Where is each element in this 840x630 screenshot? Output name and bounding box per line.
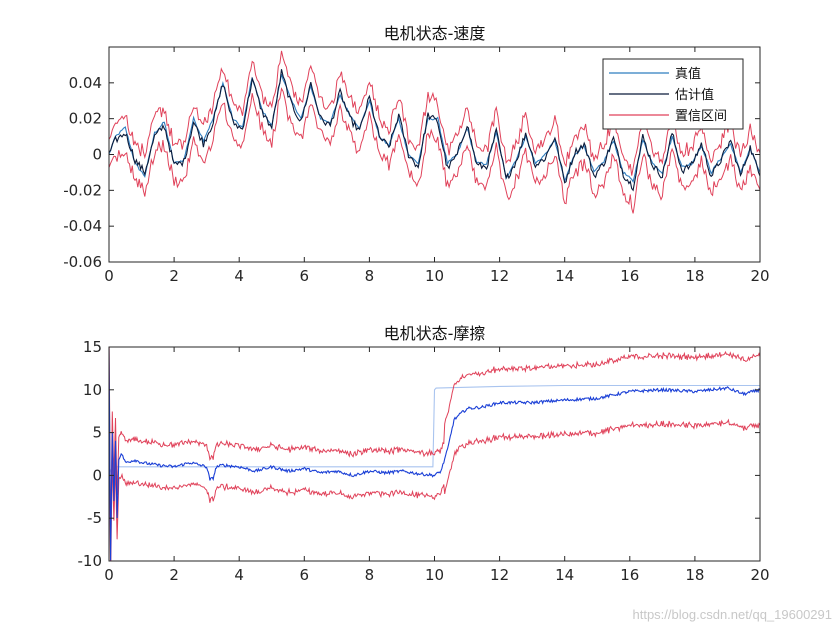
y-tick-label: -0.04 xyxy=(63,217,102,235)
x-tick-label: 14 xyxy=(555,267,574,285)
series-group xyxy=(109,347,760,561)
x-tick-label: 10 xyxy=(425,566,444,584)
legend-label: 真值 xyxy=(675,66,701,82)
chart-title: 电机状态-摩擦 xyxy=(384,324,486,343)
y-tick-label: -0.06 xyxy=(63,253,102,271)
series-ci-upper xyxy=(109,50,760,176)
x-tick-label: 2 xyxy=(169,267,179,285)
watermark: https://blog.csdn.net/qq_19600291 xyxy=(632,607,833,622)
x-tick-label: 10 xyxy=(425,267,444,285)
y-tick-label: 0.02 xyxy=(69,110,102,128)
y-tick-label: 15 xyxy=(83,338,102,356)
x-tick-label: 0 xyxy=(104,566,114,584)
chart-panel-2: 电机状态-摩擦 0 2 4 6 8 10 12 14 16 18 20 -10 -5 0 5 10 15 xyxy=(78,324,770,584)
series-ci-lower xyxy=(109,368,760,561)
series-ci-upper xyxy=(109,347,760,541)
series-estimate xyxy=(109,69,760,192)
chart-title: 电机状态-速度 xyxy=(384,24,486,43)
legend-label: 估计值 xyxy=(675,87,714,103)
x-tick-label: 16 xyxy=(620,267,639,285)
legend-label: 置信区间 xyxy=(675,109,727,124)
x-tick-label: 12 xyxy=(490,566,509,584)
x-tick-label: 20 xyxy=(750,566,769,584)
y-tick-label: -0.02 xyxy=(63,181,102,199)
series-ci-lower xyxy=(109,87,760,214)
x-tick-label: 14 xyxy=(555,566,574,584)
x-tick-label: 8 xyxy=(365,566,375,584)
x-tick-label: 6 xyxy=(300,267,310,285)
x-tick-label: 4 xyxy=(234,566,244,584)
x-tick-label: 16 xyxy=(620,566,639,584)
series-true xyxy=(109,384,760,476)
x-tick-label: 0 xyxy=(104,267,114,285)
x-tick-label: 18 xyxy=(685,267,704,285)
y-tick-label: -5 xyxy=(87,509,102,527)
x-tick-label: 8 xyxy=(365,267,375,285)
x-tick-label: 18 xyxy=(685,566,704,584)
y-tick-label: -10 xyxy=(78,552,103,570)
chart-panel-1: 电机状态-速度 0 2 4 6 8 10 12 14 16 18 20 -0.06 -0.04 -0.02 0… xyxy=(63,24,769,285)
x-tick-label: 2 xyxy=(169,566,179,584)
x-tick-label: 12 xyxy=(490,267,509,285)
y-tick-label: 0.04 xyxy=(69,74,102,92)
x-tick-label: 6 xyxy=(300,566,310,584)
x-tick-label: 4 xyxy=(234,267,244,285)
y-tick-label: 0 xyxy=(92,466,102,484)
y-tick-label: 0 xyxy=(92,146,102,164)
y-tick-label: 10 xyxy=(83,381,102,399)
x-tick-label: 20 xyxy=(750,267,769,285)
series-group xyxy=(109,50,760,214)
series-estimate xyxy=(109,348,760,561)
y-tick-label: 5 xyxy=(92,424,102,442)
